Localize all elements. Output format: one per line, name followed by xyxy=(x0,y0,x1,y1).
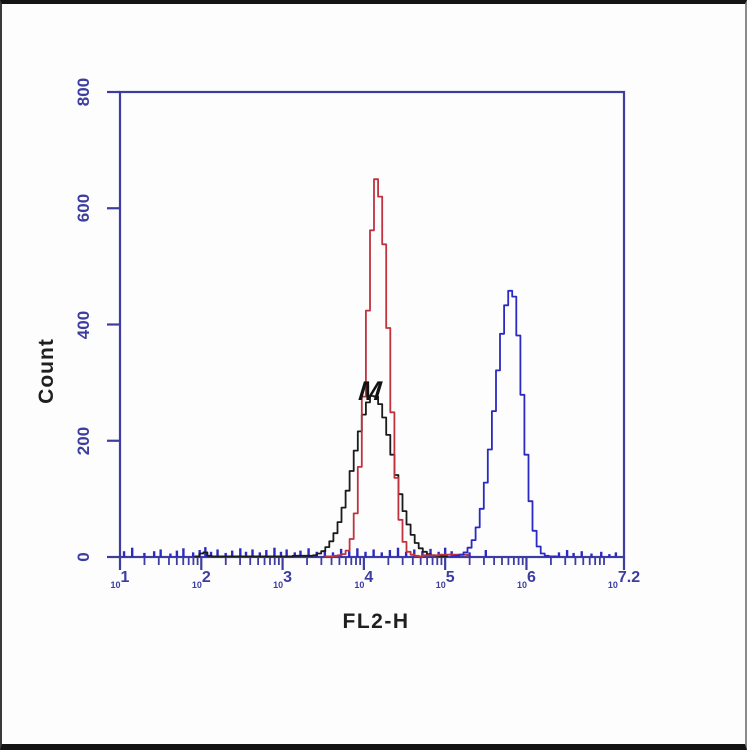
y-tick-label: 200 xyxy=(74,426,93,455)
x-tick-label: 105 xyxy=(435,569,455,590)
x-axis-title: FL2-H xyxy=(342,610,410,633)
x-tick-base-10: 10 xyxy=(516,580,527,590)
x-tick-exponent: 5 xyxy=(445,569,455,586)
blue-histogram-trace xyxy=(450,289,558,558)
y-tick-label: 400 xyxy=(74,310,93,339)
x-tick-label: 106 xyxy=(516,569,536,590)
x-tick-label: 104 xyxy=(354,569,374,590)
histogram-plot xyxy=(107,90,626,570)
x-tick-exponent: 4 xyxy=(364,569,374,586)
x-tick-exponent: 2 xyxy=(201,569,211,586)
x-tick-base-10: 10 xyxy=(435,580,446,590)
y-axis-title: Count xyxy=(35,338,58,404)
x-tick-exponent: 6 xyxy=(526,569,536,586)
x-tick-label: 103 xyxy=(273,569,293,590)
x-tick-exponent: 1 xyxy=(120,569,130,586)
y-tick-label: 600 xyxy=(74,194,93,223)
y-tick-label: 800 xyxy=(74,77,93,107)
x-tick-label: 107.2 xyxy=(607,569,641,590)
x-tick-base-10: 10 xyxy=(110,580,121,590)
black-histogram-trace xyxy=(194,395,449,558)
x-tick-label: 101 xyxy=(110,569,130,590)
y-tick-label: 0 xyxy=(74,552,93,562)
red-histogram-trace xyxy=(324,178,469,558)
gate-marker-label: M xyxy=(357,376,383,406)
x-tick-base-10: 10 xyxy=(191,580,202,590)
x-tick-base-10: 10 xyxy=(354,580,365,590)
plot-frame xyxy=(118,90,626,559)
x-tick-label: 102 xyxy=(191,569,211,590)
x-tick-exponent: 3 xyxy=(283,569,293,586)
x-tick-base-10: 10 xyxy=(273,580,284,590)
x-tick-exponent: 7.2 xyxy=(617,569,641,586)
x-tick-base-10: 10 xyxy=(607,580,618,590)
